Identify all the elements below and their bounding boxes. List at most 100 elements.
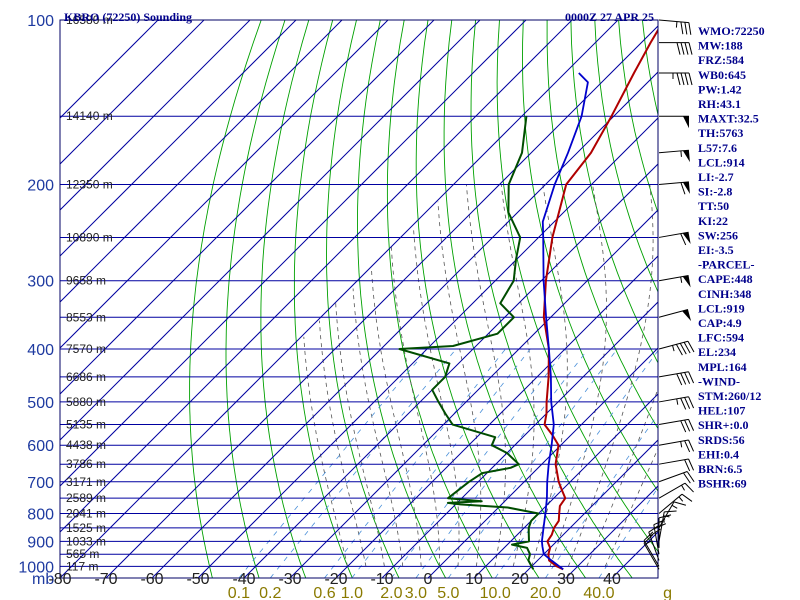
wind-barb bbox=[643, 534, 660, 570]
pressure-tick-label: 600 bbox=[27, 438, 54, 455]
wind-barb-half bbox=[681, 484, 685, 491]
index-item: MPL:164 bbox=[698, 360, 747, 374]
moist-adiabat-line bbox=[371, 268, 422, 567]
wind-barb-staff bbox=[658, 371, 689, 378]
mixing-ratio-label: 20.0 bbox=[530, 585, 561, 600]
dry-adiabat-line bbox=[225, 20, 286, 578]
height-label: 2589 m bbox=[66, 491, 106, 505]
chart-subtitle: 0000Z 27 APR 25 bbox=[565, 10, 654, 24]
wind-barb-full bbox=[684, 482, 694, 493]
moist-adiabat-line bbox=[466, 184, 506, 567]
wind-barb bbox=[658, 493, 693, 514]
isotherm-line bbox=[519, 439, 658, 578]
index-item: TH:5763 bbox=[698, 126, 743, 140]
wind-barb bbox=[658, 396, 695, 410]
height-label: 4438 m bbox=[66, 438, 106, 452]
wind-barb-staff bbox=[658, 181, 689, 185]
moist-adiabat-line bbox=[335, 303, 385, 567]
mixing-ratio-label: 0.6 bbox=[313, 585, 335, 600]
parcel-line bbox=[541, 72, 589, 571]
wind-barb-full bbox=[681, 493, 693, 502]
temperature-tick-label: -40 bbox=[232, 571, 255, 588]
height-label: 565 m bbox=[66, 547, 99, 561]
mixing-ratio-line bbox=[545, 413, 658, 578]
pressure-tick-label: 700 bbox=[27, 475, 54, 492]
wind-barb-full bbox=[676, 373, 683, 386]
index-item: BRN:6.5 bbox=[698, 462, 742, 476]
mixing-ratio-line bbox=[351, 348, 531, 578]
wind-barb-full bbox=[675, 344, 683, 356]
wind-barb-staff bbox=[658, 471, 688, 483]
wind-barb-staff bbox=[653, 524, 660, 555]
isotherm-line bbox=[60, 20, 435, 395]
temperature-tick-label: -80 bbox=[48, 571, 71, 588]
temperature-tick-label: 20 bbox=[511, 571, 529, 588]
index-item: CAPE:448 bbox=[698, 272, 753, 286]
wind-barb-full bbox=[683, 342, 691, 354]
wind-barb bbox=[658, 439, 695, 453]
wind-barb-full bbox=[680, 182, 686, 195]
isotherm-line bbox=[60, 20, 527, 487]
wind-barb-staff bbox=[658, 418, 689, 426]
dry-adiabat-line bbox=[594, 20, 658, 294]
temperature-tick-label: 30 bbox=[557, 571, 575, 588]
wind-barb bbox=[658, 149, 690, 163]
indices-panel: WMO:72250MW:188FRZ:584WB0:645PW:1.42RH:4… bbox=[698, 24, 765, 491]
wind-barb-staff bbox=[658, 396, 689, 403]
mixing-ratio-label: 10.0 bbox=[480, 585, 511, 600]
height-label: 117 m bbox=[66, 559, 98, 573]
index-item: MAXT:32.5 bbox=[698, 112, 759, 126]
wind-barb-full bbox=[688, 458, 695, 471]
wind-barb-full bbox=[688, 42, 693, 55]
wind-barb bbox=[658, 309, 692, 322]
isotherm-line bbox=[335, 255, 658, 578]
index-item: LI:-2.7 bbox=[698, 170, 734, 184]
temperature-tick-label: 40 bbox=[603, 571, 621, 588]
wind-barb-half bbox=[680, 276, 683, 283]
height-label: 16580 m bbox=[66, 13, 113, 27]
wind-barb-full bbox=[680, 397, 687, 410]
isotherm-line bbox=[565, 485, 658, 578]
mixing-ratio-line bbox=[391, 348, 567, 578]
height-label: 5880 m bbox=[66, 395, 106, 409]
dewpoint-line bbox=[398, 116, 540, 570]
temperature-line bbox=[542, 28, 658, 571]
temperature-tick-label: -20 bbox=[324, 571, 347, 588]
wind-barb-full bbox=[673, 501, 687, 506]
dry-adiabat-line bbox=[415, 20, 540, 578]
wind-barb bbox=[643, 531, 660, 567]
wind-barb-staff bbox=[643, 543, 660, 570]
height-label: 7570 m bbox=[66, 342, 106, 356]
wind-barb-half bbox=[678, 496, 684, 502]
wind-barb-full bbox=[680, 21, 684, 35]
wind-barb-full bbox=[684, 440, 691, 453]
wind-barb-half bbox=[676, 398, 679, 405]
index-item: BSHR:69 bbox=[698, 477, 747, 491]
wind-barb-staff bbox=[643, 540, 660, 567]
index-item: CINH:348 bbox=[698, 287, 751, 301]
wind-barb-staff bbox=[658, 458, 689, 465]
wind-barb-full bbox=[688, 72, 693, 86]
wind-barb-pennant bbox=[682, 232, 691, 245]
dry-adiabat-line bbox=[357, 20, 446, 578]
moist-adiabat-line bbox=[413, 227, 460, 567]
isotherm-line bbox=[60, 20, 205, 165]
height-label: 1525 m bbox=[66, 521, 106, 535]
wind-barb-staff bbox=[648, 532, 660, 561]
wind-barb-staff bbox=[658, 482, 686, 499]
pressure-tick-label: 100 bbox=[27, 13, 54, 30]
wind-barb-full bbox=[684, 372, 691, 384]
index-item: STM:260/12 bbox=[698, 389, 761, 403]
isotherm-line bbox=[473, 393, 658, 578]
dry-adiabat-line bbox=[189, 20, 262, 578]
mixing-ratio-unit-label: g bbox=[663, 585, 672, 600]
wind-barb-full bbox=[684, 419, 691, 432]
height-label: 8553 m bbox=[66, 310, 106, 324]
pressure-tick-label: 500 bbox=[27, 395, 54, 412]
mixing-ratio-line bbox=[494, 349, 658, 578]
wind-barb-full bbox=[676, 72, 681, 86]
isotherm-line bbox=[60, 20, 159, 119]
wind-barb-full bbox=[679, 343, 687, 355]
mixing-ratio-line bbox=[447, 348, 618, 578]
pressure-unit-label: mb bbox=[32, 571, 54, 588]
